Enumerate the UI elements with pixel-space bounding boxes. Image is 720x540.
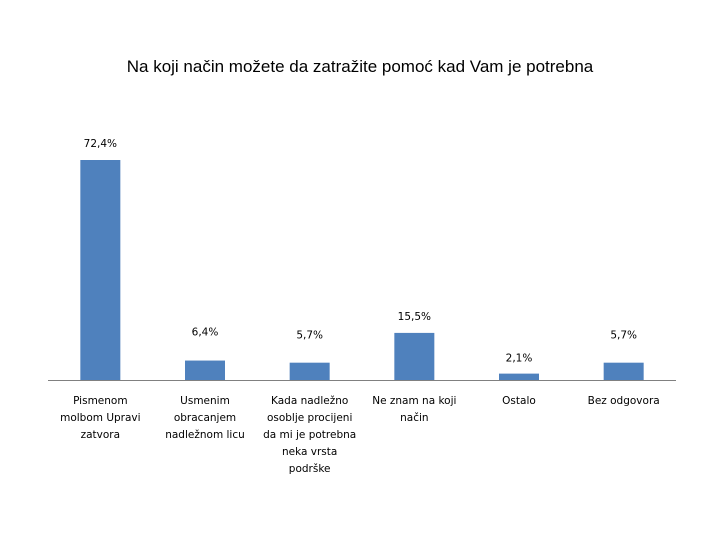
category-label: Kada nadležno osoblje procijeni da mi je p… bbox=[263, 395, 356, 475]
category-label: Usmenim obracanjem nadležnom licu bbox=[165, 395, 245, 441]
data-label: 15,5% bbox=[398, 311, 431, 323]
bar bbox=[289, 362, 330, 380]
data-label: 5,7% bbox=[296, 330, 323, 342]
data-label: 6,4% bbox=[192, 327, 219, 339]
bar bbox=[499, 373, 539, 380]
category-label: Pismenom molbom Upravi zatvora bbox=[60, 395, 140, 441]
category-label: Bez odgovora bbox=[588, 395, 660, 407]
bar bbox=[603, 362, 644, 380]
category-label: Ne znam na koji način bbox=[372, 395, 456, 424]
category-label: Ostalo bbox=[502, 395, 536, 407]
chart-title: Na koji način možete da zatražite pomoć … bbox=[126, 57, 594, 76]
data-label: 2,1% bbox=[506, 353, 533, 365]
bar bbox=[394, 332, 435, 380]
data-label: 72,4% bbox=[84, 138, 117, 150]
bar bbox=[185, 360, 225, 380]
bar bbox=[80, 160, 121, 380]
data-label: 5,7% bbox=[610, 330, 637, 342]
